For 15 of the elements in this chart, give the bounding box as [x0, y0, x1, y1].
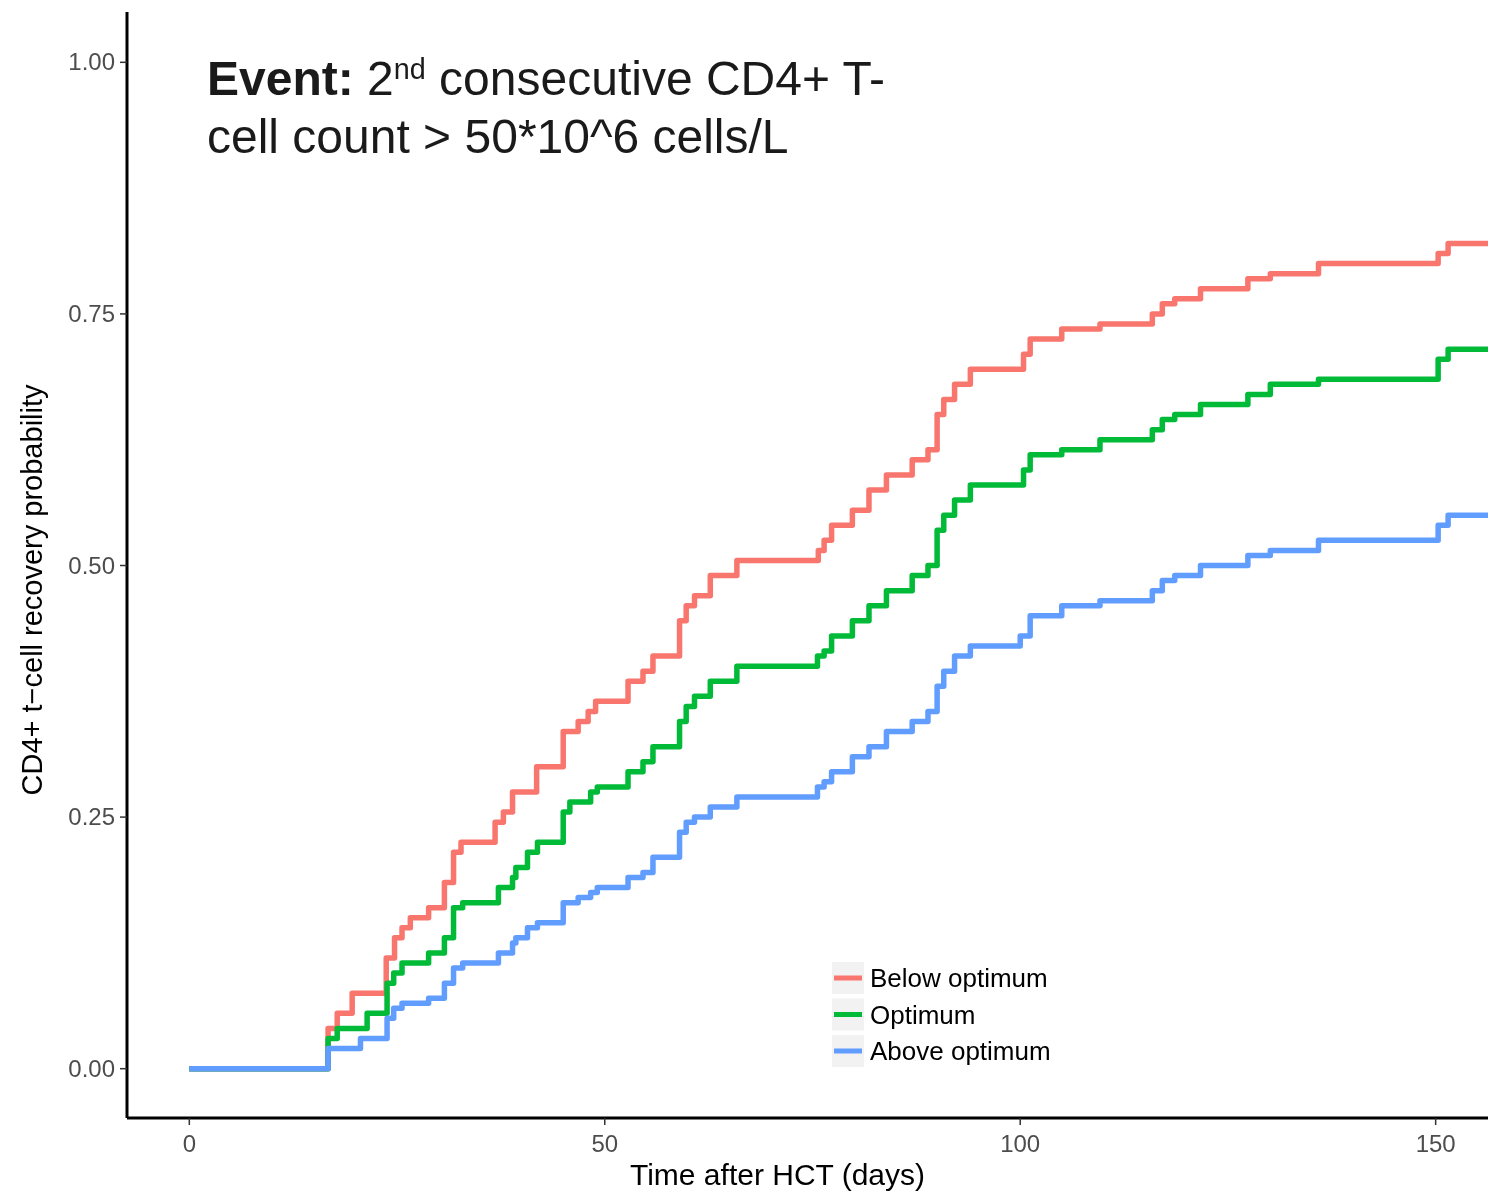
y-axis-title: CD4+ t−cell recovery probability	[16, 384, 48, 796]
x-tick-label: 100	[1000, 1130, 1041, 1157]
x-tick-label: 0	[182, 1130, 196, 1157]
legend-label: Above optimum	[870, 1036, 1051, 1066]
y-tick-label: 0.00	[68, 1054, 115, 1082]
y-tick-label: 0.75	[68, 299, 115, 327]
x-tick-label: 150	[1415, 1130, 1456, 1157]
legend-label: Optimum	[870, 999, 976, 1030]
legend-label: Below optimum	[870, 963, 1048, 993]
y-tick-label: 0.50	[68, 551, 115, 579]
x-axis-title: Time after HCT (days)	[629, 1158, 926, 1191]
x-tick-label: 50	[591, 1130, 619, 1157]
text: Event: 2$^{nd}$ consecutive CD4+ T-cell count > 50*10^6 cells/L	[207, 52, 886, 163]
y-tick-label: 0.25	[68, 803, 115, 831]
y-tick-label: 1.00	[68, 48, 115, 76]
